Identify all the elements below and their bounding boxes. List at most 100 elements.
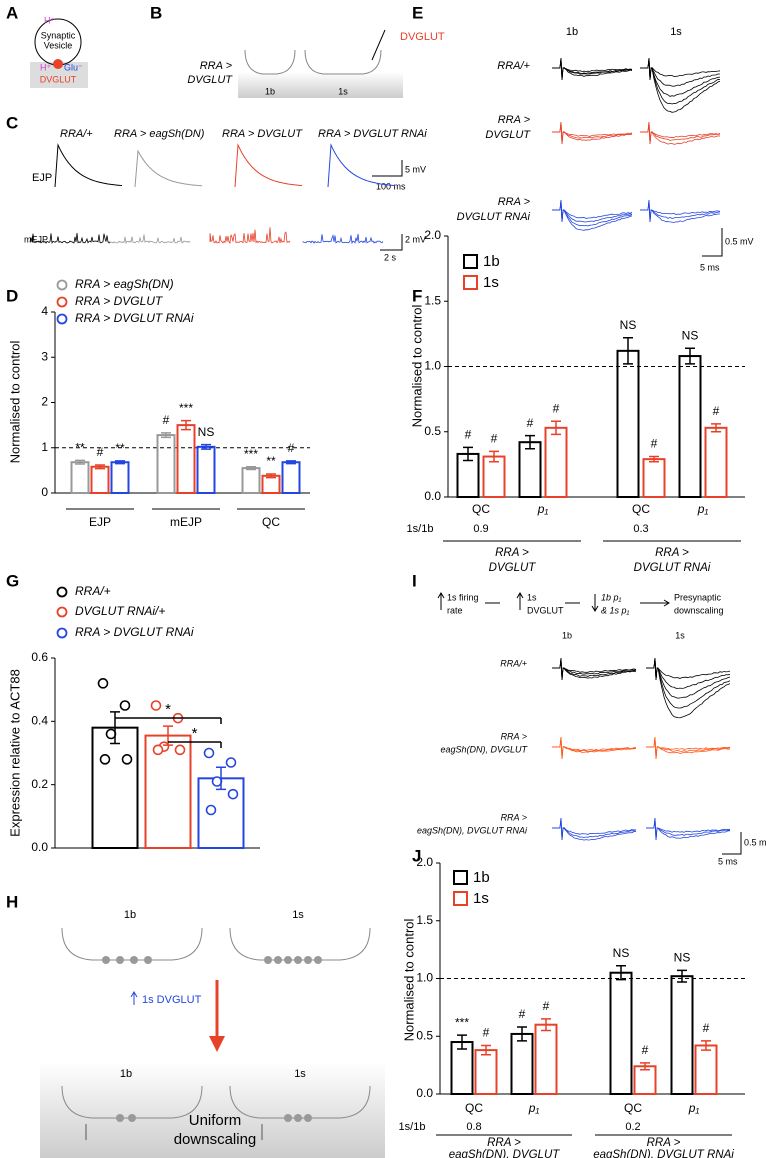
ratio-value: 0.3 [633, 523, 648, 535]
bar [704, 426, 728, 498]
group-label: RRA > [495, 547, 529, 559]
y-tick-label: 0.2 [31, 777, 48, 791]
bar [534, 1023, 558, 1095]
evoked-trace [640, 57, 721, 81]
bar [510, 1032, 534, 1095]
genotype: RRA/+ [60, 128, 93, 140]
x-tick-label: QC [465, 1101, 483, 1115]
y-tick-label: 0.5 [416, 1028, 433, 1042]
bar [518, 441, 542, 499]
evoked-trace [552, 121, 633, 145]
significance: # [163, 413, 170, 427]
error-bar [457, 1034, 467, 1050]
error-bar [181, 419, 191, 431]
significance: NS [682, 328, 699, 342]
genotype: RRA/+ [500, 658, 527, 668]
bar [196, 445, 216, 494]
traces [29, 57, 731, 841]
data-point [227, 788, 239, 800]
error-bar [623, 337, 633, 365]
group-label: RRA > [655, 547, 689, 559]
error-bar [115, 460, 125, 465]
arrow [371, 29, 386, 61]
panel-h: 1b 1s 1s DVGLUT 1b 1s Uniform downscalin… [40, 909, 385, 1158]
label: 1s DVGLUT [142, 994, 202, 1006]
label: 1s [294, 1068, 306, 1080]
mejp-trace [29, 233, 111, 244]
group-label: eagSh(DN), DVGLUT RNAi [593, 1149, 734, 1158]
evoked-trace [552, 817, 636, 841]
bar [241, 467, 261, 494]
scale: 0.5 mV [725, 236, 754, 246]
error-bar [551, 420, 561, 436]
bar [474, 1049, 498, 1095]
ejp-trace [134, 149, 203, 188]
legend-label: RRA > DVGLUT [75, 294, 164, 308]
evoked-trace [640, 57, 721, 113]
panel-letter: G [6, 571, 19, 590]
evoked-trace [640, 199, 720, 223]
evoked-trace [646, 657, 731, 689]
step: DVGLUT [527, 605, 564, 615]
label: H⁺ [44, 15, 55, 25]
panel-letter: E [412, 3, 423, 22]
legend-marker [56, 586, 68, 598]
evoked-trace [552, 121, 633, 145]
significance: # [543, 999, 550, 1013]
significance: *** [179, 401, 193, 415]
significance: # [703, 1021, 710, 1035]
evoked-trace [646, 817, 731, 841]
label: 1s [338, 86, 348, 96]
arrow-head [209, 1036, 225, 1052]
panel-e: 1b 1s RRA/+ RRA > DVGLUT RRA > DVGLUT RN… [457, 26, 754, 272]
evoked-trace [552, 121, 632, 145]
row-label: EJP [32, 172, 52, 184]
mejp-trace [209, 227, 291, 244]
evoked-trace [646, 736, 731, 760]
y-axis-label: Normalised to control [401, 918, 416, 1041]
x-tick-label: QC [624, 1101, 642, 1115]
label: downscaling [174, 1131, 257, 1148]
legend-marker [463, 275, 478, 290]
legend-marker [56, 279, 68, 291]
significance: # [288, 441, 295, 455]
error-bar [95, 464, 105, 470]
legend-label: RRA > DVGLUT RNAi [75, 625, 194, 639]
panel-letter: J [412, 846, 421, 865]
bar [176, 424, 196, 494]
evoked-trace [640, 121, 721, 145]
x-tick-label: QC [262, 515, 280, 529]
significance: # [483, 1026, 490, 1040]
muscle [238, 72, 403, 98]
legend-label: DVGLUT RNAi/+ [75, 604, 165, 618]
error-bar [701, 1040, 711, 1051]
legend-label: 1s [483, 274, 499, 291]
evoked-trace [552, 57, 633, 81]
evoked-trace [646, 657, 731, 709]
evoked-trace [646, 817, 731, 841]
evoked-trace [552, 817, 637, 841]
ratio-value: 0.9 [473, 523, 488, 535]
evoked-trace [552, 199, 633, 231]
data-point [119, 700, 131, 711]
scale: 5 ms [700, 262, 720, 272]
step: 1s [527, 592, 537, 602]
error-bar [541, 1018, 551, 1032]
evoked-trace [640, 199, 721, 223]
arrows [437, 592, 670, 612]
genotype: RRA > [498, 114, 531, 126]
genotype: RRA > eagSh(DN) [114, 128, 205, 140]
legend-marker [56, 627, 68, 639]
x-tick-label: p₁ [688, 1101, 700, 1115]
scale-bar [702, 228, 723, 257]
panel-letter: D [6, 286, 18, 305]
label: H⁺ [40, 62, 51, 72]
panel-letter: A [6, 3, 18, 22]
bar [91, 726, 139, 850]
muscle [40, 1062, 385, 1158]
legend-label: 1b [483, 253, 500, 270]
legend-label: 1b [473, 869, 490, 886]
bar [670, 975, 694, 1095]
genotype: DVGLUT [187, 74, 233, 86]
y-tick-label: 0.0 [424, 489, 441, 503]
